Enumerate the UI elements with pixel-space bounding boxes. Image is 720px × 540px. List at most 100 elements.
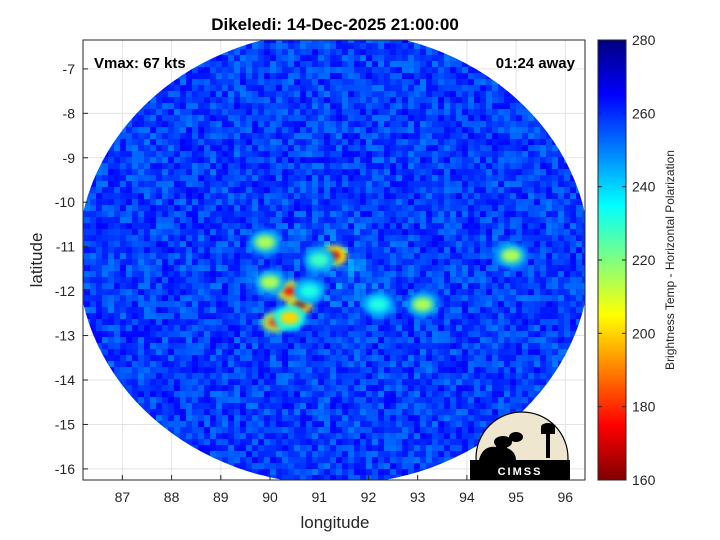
swath-pixel <box>210 445 217 452</box>
swath-pixel <box>450 385 457 392</box>
swath-pixel <box>180 157 187 164</box>
swath-pixel <box>378 343 385 350</box>
swath-pixel <box>426 481 432 487</box>
swath-pixel <box>300 85 307 92</box>
swath-pixel <box>372 127 379 134</box>
swath-pixel <box>438 415 445 422</box>
swath-pixel <box>348 211 355 218</box>
swath-pixel <box>444 325 451 332</box>
swath-pixel <box>402 301 409 308</box>
swath-pixel <box>186 433 193 440</box>
swath-pixel <box>126 175 133 182</box>
swath-pixel <box>330 67 337 74</box>
swath-pixel <box>342 397 349 404</box>
swath-pixel <box>360 223 367 230</box>
swath-pixel <box>276 259 283 266</box>
swath-pixel <box>288 271 295 278</box>
swath-pixel <box>396 283 403 290</box>
swath-pixel <box>438 421 445 428</box>
swath-pixel <box>378 169 385 176</box>
swath-pixel <box>444 313 451 320</box>
swath-pixel <box>330 409 337 416</box>
swath-pixel <box>222 343 229 350</box>
swath-pixel <box>450 211 457 218</box>
swath-pixel <box>354 307 361 314</box>
swath-pixel <box>96 319 103 326</box>
swath-pixel <box>138 235 145 242</box>
swath-pixel <box>384 253 391 260</box>
swath-pixel <box>240 223 247 230</box>
swath-pixel <box>174 277 181 284</box>
swath-pixel <box>450 133 457 140</box>
swath-pixel <box>150 265 157 272</box>
swath-pixel <box>96 313 103 320</box>
swath-pixel <box>396 187 403 194</box>
swath-pixel <box>402 313 409 320</box>
swath-pixel <box>462 301 469 308</box>
swath-pixel <box>318 73 325 80</box>
swath-pixel <box>126 241 133 248</box>
swath-pixel <box>342 169 349 176</box>
swath-pixel <box>402 103 409 110</box>
swath-pixel <box>186 193 193 200</box>
swath-pixel <box>258 223 265 230</box>
swath-pixel <box>414 289 421 296</box>
swath-pixel <box>444 337 451 344</box>
swath-pixel <box>174 169 181 176</box>
swath-pixel <box>318 427 325 434</box>
swath-pixel <box>228 205 235 212</box>
swath-pixel <box>318 367 325 374</box>
swath-pixel <box>402 289 409 296</box>
swath-pixel <box>120 157 127 164</box>
swath-pixel <box>234 277 241 284</box>
swath-pixel <box>252 139 259 146</box>
swath-pixel <box>438 133 445 140</box>
swath-pixel <box>444 55 451 62</box>
swath-pixel <box>258 157 265 164</box>
swath-pixel <box>240 481 246 487</box>
swath-pixel <box>468 109 475 116</box>
swath-pixel <box>462 151 469 158</box>
swath-pixel <box>240 313 247 320</box>
swath-pixel <box>144 319 151 326</box>
swath-pixel <box>216 265 223 272</box>
swath-pixel <box>162 145 169 152</box>
swath-pixel <box>408 379 415 386</box>
swath-pixel <box>150 259 157 266</box>
swath-pixel <box>276 361 283 368</box>
swath-pixel <box>312 367 319 374</box>
swath-pixel <box>324 61 331 68</box>
swath-pixel <box>372 73 379 80</box>
swath-pixel <box>312 49 319 56</box>
swath-pixel <box>264 391 271 398</box>
swath-pixel <box>456 289 463 296</box>
swath-pixel <box>438 151 445 158</box>
swath-pixel <box>384 361 391 368</box>
swath-pixel <box>288 85 295 92</box>
swath-pixel <box>330 181 337 188</box>
swath-pixel <box>186 379 193 386</box>
swath-pixel <box>390 397 397 404</box>
swath-pixel <box>378 427 385 434</box>
swath-pixel <box>306 385 313 392</box>
swath-pixel <box>414 103 421 110</box>
swath-pixel <box>372 355 379 362</box>
swath-pixel <box>204 319 211 326</box>
swath-pixel <box>318 475 325 480</box>
swath-pixel <box>276 469 283 476</box>
swath-pixel <box>264 91 271 98</box>
swath-pixel <box>174 235 181 242</box>
swath-pixel <box>354 331 361 338</box>
swath-pixel <box>300 343 307 350</box>
swath-pixel <box>348 151 355 158</box>
swath-pixel <box>222 421 229 428</box>
swath-pixel <box>132 355 139 362</box>
swath-pixel <box>444 433 451 440</box>
swath-pixel <box>354 229 361 236</box>
swath-pixel <box>96 481 102 487</box>
swath-pixel <box>168 337 175 344</box>
swath-pixel <box>366 97 373 104</box>
swath-pixel <box>330 211 337 218</box>
swath-pixel <box>180 247 187 254</box>
swath-pixel <box>246 409 253 416</box>
